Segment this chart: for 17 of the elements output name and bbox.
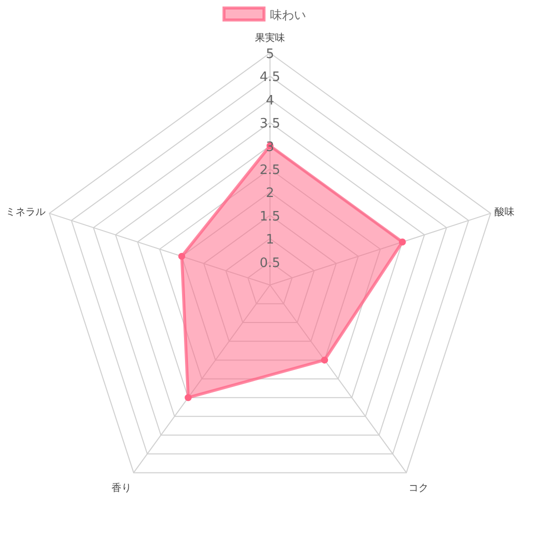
spoke-label: 香り [111,482,132,494]
y-tick-label: 2 [266,186,274,202]
spoke-label: 果実味 [255,32,285,44]
spoke-label: ミネラル [6,206,46,218]
y-tick-label: 4.5 [260,70,280,86]
legend-label: 味わい [270,8,306,22]
y-tick-label: 3 [266,140,274,155]
y-tick-label: 0.5 [260,256,280,271]
y-tick-label: 5 [266,47,274,62]
legend: 味わい [222,6,306,22]
y-tick-label: 4 [266,93,274,108]
y-tick-label: 2.5 [260,163,280,178]
spoke-label: コク [408,483,429,494]
y-tick-label: 3.5 [260,116,280,132]
y-tick-label: 1.5 [260,209,280,224]
spoke-label: 酸味 [494,206,514,218]
y-tick-label: 1 [266,232,274,248]
